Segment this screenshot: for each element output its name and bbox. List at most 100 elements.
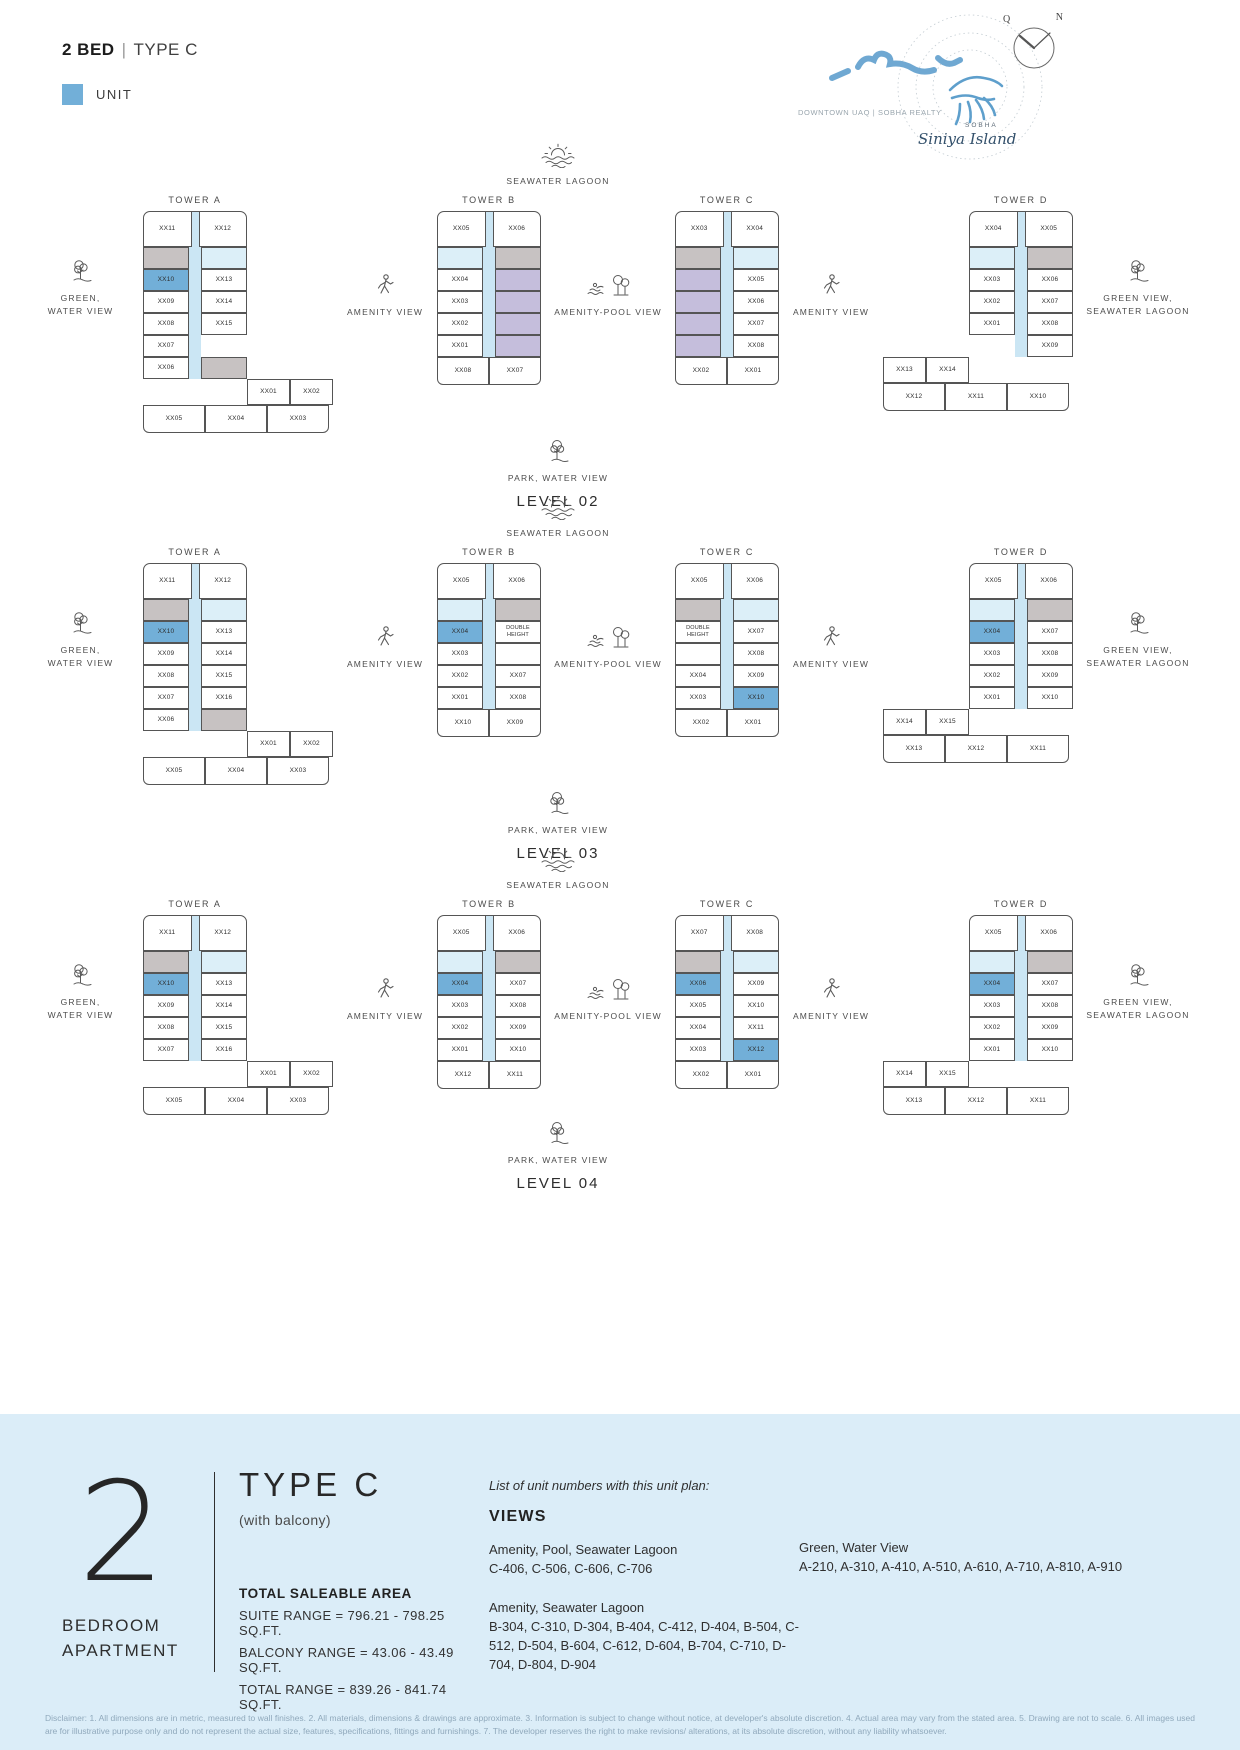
tower-bottom: XX02 XX01: [675, 708, 781, 737]
plan-cell: [143, 246, 189, 269]
tower-slab: XX11 XX12 XX10 XX13 XX09 XX14 XX08 XX15 XX07 XX06: [143, 210, 247, 379]
apartment-label: BEDROOM APARTMENT: [60, 1614, 190, 1663]
brand-name-text: SOBHA: [965, 122, 998, 129]
view-group: Amenity, Seawater Lagoon B-304, C-310, D…: [489, 1600, 799, 1675]
tower-row: [969, 246, 1073, 269]
unit-label: XX04: [227, 415, 245, 423]
corridor: [189, 642, 201, 665]
unit-label: XX06: [746, 577, 764, 585]
amenity-view-label: AMENITY-POOL VIEW: [543, 977, 673, 1024]
tower-row: [437, 950, 541, 973]
unit-label: XX01: [983, 1046, 1001, 1054]
views-column-2: Green, Water View A-210, A-310, A-410, A…: [799, 1540, 1200, 1712]
plan-cell: [201, 598, 247, 621]
tower-row: XX08: [675, 642, 779, 665]
plan-cell: [675, 642, 721, 665]
level-section-level-02: SEAWATER LAGOON GREEN, WATER VIEW TOWER A XX…: [0, 140, 1240, 510]
left-view-label: GREEN, WATER VIEW: [18, 257, 143, 319]
tower-wing: XX13 XX14: [883, 356, 1073, 383]
unit-cell: XX01: [969, 1038, 1015, 1061]
unit-cell: XX02: [290, 378, 333, 405]
tower-row: XX02: [437, 312, 541, 335]
compass-q-label: Q: [1003, 14, 1011, 25]
unit-label: XX05: [689, 1002, 707, 1010]
corridor: [721, 268, 733, 291]
unit-label: XX12: [905, 393, 923, 401]
unit-cell: XX11: [1007, 1086, 1069, 1115]
tower-name: TOWER A: [168, 898, 222, 909]
unit-cell: XX01: [969, 312, 1015, 335]
total-range: TOTAL RANGE = 839.26 - 841.74 SQ.FT.: [239, 1682, 447, 1712]
plan-cell: [201, 356, 247, 379]
unit-label: XX14: [896, 1070, 913, 1078]
amenity-view-label: AMENITY VIEW: [781, 977, 881, 1024]
corridor: [483, 642, 495, 665]
corridor: [1017, 210, 1025, 247]
tower-row: XX05 XX10: [675, 994, 779, 1017]
tower-row: [969, 598, 1073, 621]
unit-label: XX06: [157, 364, 175, 372]
unit-cell: XX08: [1027, 642, 1073, 665]
levels-container: SEAWATER LAGOON GREEN, WATER VIEW TOWER A XX…: [0, 140, 1240, 1196]
tower-row: XX03 XX08: [437, 994, 541, 1017]
type-summary-block: TYPE C (with balcony) TOTAL SALEABLE ARE…: [239, 1464, 489, 1712]
tower-bottom: XX02 XX01: [675, 1060, 781, 1089]
page-title-bed: 2 BED: [62, 40, 115, 59]
unit-label: XX04: [689, 672, 707, 680]
plan-cell: [143, 598, 189, 621]
tower-row: XX02 XX09: [437, 1016, 541, 1039]
tower-top-units: XX07 XX08: [675, 914, 779, 951]
unit-label: XX03: [289, 767, 307, 775]
unit-label: XX09: [1041, 342, 1059, 350]
unit-cell: XX12: [945, 734, 1007, 763]
unit-label: XX09: [1041, 1024, 1059, 1032]
corridor: [483, 950, 495, 973]
tower-row: XX07: [143, 334, 247, 357]
unit-label: XX10: [157, 276, 175, 284]
level-label: LEVEL 02: [516, 493, 600, 511]
unit-cell: XX09: [1027, 664, 1073, 687]
unit-label: XX13: [905, 745, 923, 753]
unit-label: XX05: [165, 415, 183, 423]
corridor: [1015, 334, 1027, 357]
plan-cell: [495, 950, 541, 973]
type-subtitle: (with balcony): [239, 1512, 331, 1528]
unit-cell: XX03: [267, 404, 329, 433]
view-label-line: AMENITY VIEW: [792, 658, 870, 669]
balcony-range: BALCONY RANGE = 43.06 - 43.49 SQ.FT.: [239, 1645, 454, 1675]
tower-row: XX02 XX09: [969, 664, 1073, 687]
unit-cell: XX02: [969, 290, 1015, 313]
view-label-line: WATER VIEW: [47, 1010, 114, 1021]
unit-cell: XX11: [489, 1060, 541, 1089]
plan-cell: [675, 312, 721, 335]
unit-label: XX02: [983, 1024, 1001, 1032]
tower-top-units: XX05 XX06: [437, 914, 541, 951]
unit-label: XX03: [690, 225, 708, 233]
right-view-label: GREEN VIEW, SEAWATER LAGOON: [1073, 609, 1203, 671]
corridor: [189, 686, 201, 709]
unit-cell: XX08: [733, 642, 779, 665]
tower-row: XX10 XX13: [143, 972, 247, 995]
unit-label: XX08: [157, 1024, 175, 1032]
tower-row: XX06 XX09: [675, 972, 779, 995]
bottom-view-label: PARK, WATER VIEW: [508, 437, 608, 486]
unit-cell: XX09: [733, 972, 779, 995]
unit-cell: XX09: [143, 290, 189, 313]
unit-label: XX05: [690, 577, 708, 585]
tower-top-units: XX05 XX06: [437, 210, 541, 247]
unit-cell: XX04: [675, 1016, 721, 1039]
unit-cell: XX10: [143, 620, 189, 643]
unit-label: XX09: [1041, 672, 1059, 680]
corridor: [483, 268, 495, 291]
unit-label: XX04: [451, 276, 469, 284]
tree-icon: [1123, 257, 1153, 290]
tower-name: TOWER B: [462, 898, 516, 909]
top-view-label: SEAWATER LAGOON: [506, 844, 609, 893]
unit-label: XX12: [454, 1071, 472, 1079]
view-label: AMENITY VIEW: [793, 306, 869, 320]
corridor: [189, 290, 201, 313]
view-label-line: AMENITY VIEW: [346, 658, 424, 669]
corridor: [1015, 994, 1027, 1017]
lagoon-icon: [536, 846, 580, 877]
view-label: GREEN VIEW, SEAWATER LAGOON: [1086, 292, 1189, 319]
